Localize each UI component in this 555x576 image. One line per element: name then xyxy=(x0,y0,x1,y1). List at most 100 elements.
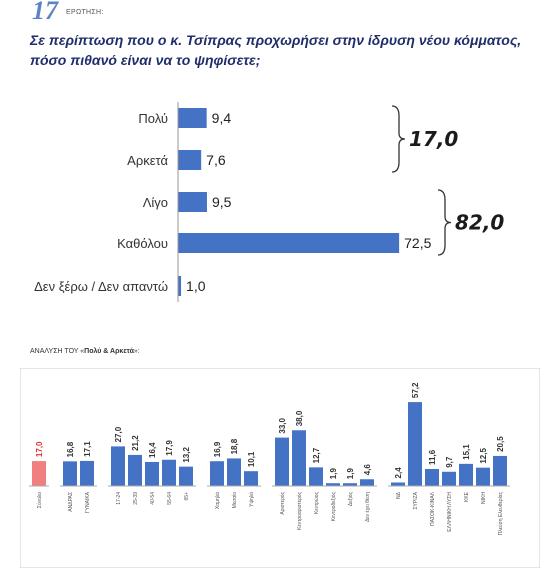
bar xyxy=(178,233,400,253)
breakdown-category-label: Σύνολο xyxy=(36,492,43,508)
breakdown-bar xyxy=(309,467,323,486)
breakdown-bar xyxy=(80,460,94,486)
breakdown-bar xyxy=(493,455,507,486)
breakdown-value-label: 17,9 xyxy=(165,440,174,456)
category-label: Αρκετά xyxy=(127,153,168,168)
breakdown-category-label: ΝΔ xyxy=(396,491,402,499)
breakdown-bar xyxy=(408,402,422,486)
breakdown-category-label: ΝΙΚΗ xyxy=(481,492,487,504)
breakdown-bar xyxy=(63,461,77,486)
breakdown-value-label: 20,5 xyxy=(496,436,505,452)
breakdown-bar xyxy=(162,459,176,486)
main-chart: Πολύ 9,4 Αρκετά 7,6 Λίγο 9,5 Καθόλου 72,5 Δεν ξέ… xyxy=(34,102,504,302)
breakdown-value-label: 12,5 xyxy=(479,448,488,464)
breakdown-category-label: ΑΝΔΡΑΣ xyxy=(68,492,74,512)
breakdown-category-label: 25-39 xyxy=(133,492,139,505)
breakdown-value-label: 18,8 xyxy=(230,438,239,454)
breakdown-bar xyxy=(227,458,241,486)
value-label: 72,5 xyxy=(404,235,431,251)
breakdown-bar xyxy=(343,483,357,486)
question-label: ΕΡΩΤΗΣΗ: xyxy=(66,9,104,16)
breakdown-value-label: 12,7 xyxy=(312,447,321,463)
breakdown-category-label: Δεξιός xyxy=(347,491,354,506)
analysis-title-bold: Πολύ & Αρκετά xyxy=(84,348,134,355)
breakdown-category-label: Κεντροαριστερός xyxy=(296,491,303,529)
bar xyxy=(178,276,182,296)
breakdown-category-label: Αριστερός xyxy=(279,491,286,514)
group-total-label: 82,0 xyxy=(455,211,504,235)
breakdown-value-label: 27,0 xyxy=(114,426,123,442)
breakdown-category-label: Μεσαίο xyxy=(232,492,238,508)
analysis-title-prefix: ΑΝΑΛΥΣΗ ΤΟΥ « xyxy=(30,348,85,355)
breakdown-bar xyxy=(128,454,142,486)
breakdown-value-label: 2,4 xyxy=(394,467,403,479)
breakdown-value-label: 1,9 xyxy=(329,468,338,480)
breakdown-bar xyxy=(442,471,456,486)
breakdown-bar xyxy=(292,430,306,486)
breakdown-category-label: ΚΚΕ xyxy=(464,491,470,502)
bar xyxy=(178,150,202,170)
breakdown-bar xyxy=(210,461,224,486)
breakdown-category-label: Κεντρώος xyxy=(313,491,320,514)
breakdown-value-label: 4,6 xyxy=(363,464,372,476)
breakdown-category-label: ΕΛΛΗΝΙΚΗ ΛΥΣΗ xyxy=(447,492,453,532)
breakdown-category-label: Κεντροδεξιός xyxy=(330,491,337,521)
breakdown-bar xyxy=(425,468,439,486)
breakdown-value-label: 38,0 xyxy=(295,410,304,426)
breakdown-chart: 17,0 Σύνολο 16,8 ΑΝΔΡΑΣ 17,1 ΓΥΝΑΙΚΑ 27,0 17-24… xyxy=(20,368,540,568)
breakdown-bar xyxy=(360,479,374,486)
category-label: Δεν ξέρω / Δεν απαντώ xyxy=(34,279,168,294)
bar xyxy=(178,108,207,128)
breakdown-category-label: 40-54 xyxy=(150,492,156,505)
breakdown-category-label: 65+ xyxy=(184,492,190,501)
breakdown-value-label: 33,0 xyxy=(278,417,287,433)
breakdown-bar xyxy=(459,463,473,486)
question-text: Σε περίπτωση που ο κ. Τσίπρας προχωρήσει… xyxy=(30,32,522,68)
breakdown-value-label: 57,2 xyxy=(411,382,420,398)
question-number: 17 xyxy=(32,0,58,25)
value-label: 7,6 xyxy=(206,152,226,168)
breakdown-bar xyxy=(326,483,340,486)
breakdown-category-label: ΣΥΡΙΖΑ xyxy=(413,491,419,509)
breakdown-category-label: 55-64 xyxy=(167,492,173,505)
category-label: Πολύ xyxy=(138,111,168,126)
breakdown-category-label: ΓΥΝΑΙΚΑ xyxy=(85,491,91,513)
breakdown-bar xyxy=(145,461,159,486)
category-label: Καθόλου xyxy=(117,236,168,251)
brace xyxy=(437,189,452,256)
breakdown-category-label: 17-24 xyxy=(116,492,122,505)
breakdown-bar xyxy=(275,437,289,486)
breakdown-value-label: 16,8 xyxy=(66,441,75,457)
bar xyxy=(178,192,207,212)
breakdown-value-label: 16,4 xyxy=(148,442,157,458)
value-label: 1,0 xyxy=(186,278,206,294)
breakdown-value-label: 17,0 xyxy=(35,441,44,457)
breakdown-value-label: 13,2 xyxy=(182,447,191,463)
category-label: Λίγο xyxy=(143,195,168,210)
breakdown-category-label: Υψηλό xyxy=(248,492,255,507)
breakdown-bar xyxy=(476,467,490,486)
breakdown-bar xyxy=(32,461,46,486)
breakdown-category-label: Πλεύση Ελευθερίας xyxy=(497,491,504,535)
breakdown-category-label: Χαμηλό xyxy=(214,492,221,509)
brace xyxy=(391,105,406,173)
breakdown-value-label: 1,9 xyxy=(346,468,355,480)
breakdown-bar xyxy=(391,482,405,486)
analysis-title: ΑΝΑΛΥΣΗ ΤΟΥ «Πολύ & Αρκετά»: xyxy=(30,348,140,355)
header: 17 ΕΡΩΤΗΣΗ: Σε περίπτωση που ο κ. Τσίπρα… xyxy=(0,0,555,80)
analysis-title-suffix: »: xyxy=(133,348,140,355)
breakdown-bar xyxy=(111,446,125,486)
breakdown-bar xyxy=(179,466,193,486)
breakdown-category-label: ΠΑΣΟΚ-ΚΙΝΑΛ xyxy=(430,491,436,526)
breakdown-category-label: Δεν έχει θέση xyxy=(364,492,371,522)
breakdown-value-label: 21,2 xyxy=(131,435,140,451)
breakdown-value-label: 11,6 xyxy=(428,449,437,465)
breakdown-value-label: 9,7 xyxy=(445,456,454,468)
breakdown-bar xyxy=(244,471,258,486)
group-total-label: 17,0 xyxy=(409,127,458,151)
breakdown-value-label: 17,1 xyxy=(83,441,92,457)
breakdown-value-label: 16,9 xyxy=(213,441,222,457)
value-label: 9,4 xyxy=(212,110,232,126)
breakdown-value-label: 10,1 xyxy=(247,451,256,467)
value-label: 9,5 xyxy=(212,194,232,210)
